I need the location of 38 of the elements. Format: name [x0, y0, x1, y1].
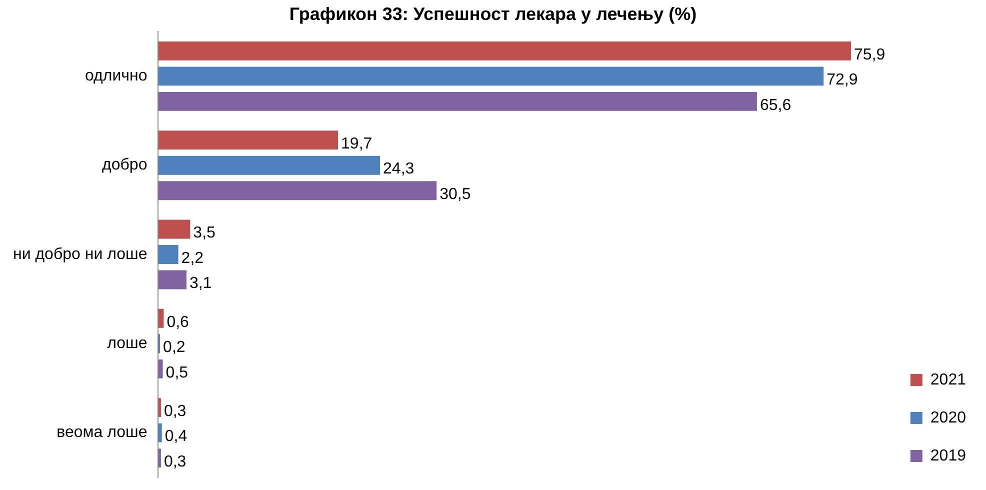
data-label: 0,3 [164, 402, 186, 420]
bar [158, 92, 757, 111]
data-label: 3,5 [193, 224, 216, 242]
bar [158, 359, 163, 378]
y-tick-label: добро [102, 156, 148, 174]
bar [158, 220, 190, 239]
bar [158, 308, 164, 328]
bar [158, 130, 338, 150]
legend-label: 2021 [930, 371, 966, 388]
bar [158, 156, 380, 175]
bar [158, 66, 824, 86]
legend-label: 2020 [930, 409, 966, 426]
data-label: 0,3 [164, 453, 186, 470]
bar [158, 448, 161, 468]
data-label: 24,3 [383, 160, 414, 178]
data-label: 2,2 [181, 250, 204, 267]
data-label: 0,5 [166, 364, 188, 382]
y-tick-label: ни добро ни лоше [12, 246, 148, 263]
bar [158, 41, 851, 60]
chart-title: Графикон 33: Успешност лекара у лечењу (%) [289, 4, 697, 24]
y-tick-label: веома лоше [56, 424, 148, 442]
legend-label: 2019 [930, 447, 966, 464]
data-label: 19,7 [341, 135, 372, 152]
bar [158, 181, 437, 200]
data-label: 0,6 [166, 314, 190, 331]
data-label: 75,9 [854, 46, 886, 64]
data-label: 3,1 [190, 275, 212, 292]
bar [158, 245, 178, 264]
bar [158, 423, 162, 442]
y-tick-label: лоше [107, 335, 148, 352]
y-tick-label: одлично [84, 68, 148, 85]
data-label: 30,5 [440, 186, 471, 204]
data-label: 0,2 [163, 339, 186, 356]
data-label: 65,6 [760, 96, 792, 114]
bar [158, 270, 187, 290]
bar [158, 398, 161, 418]
data-label: 0,4 [164, 428, 188, 446]
data-label: 72,9 [826, 72, 858, 89]
